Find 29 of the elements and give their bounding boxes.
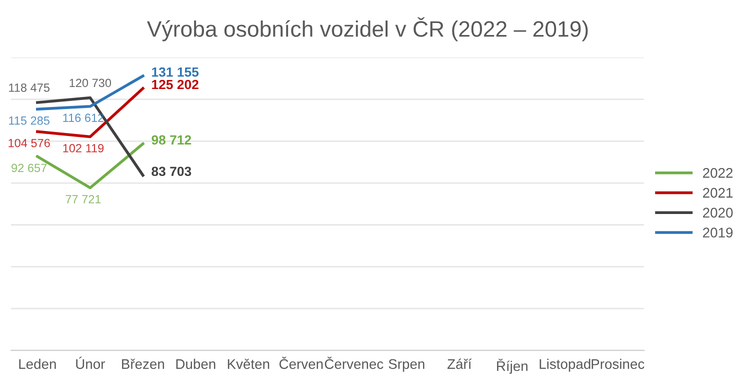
data-label: 120 730: [70, 78, 112, 88]
data-label: 116 612: [63, 114, 104, 122]
data-label: 98 712: [152, 135, 192, 145]
x-tick-label: Prosinec: [592, 358, 644, 369]
x-tick-label: Listopad: [540, 358, 590, 372]
data-label: 102 119: [63, 144, 104, 152]
x-tick-label: Duben: [176, 358, 216, 369]
legend-label: 2019: [703, 228, 733, 238]
legend-label: 2022: [703, 168, 733, 178]
data-label: 104 576: [8, 138, 50, 148]
x-tick-label: Červenec: [324, 356, 384, 369]
data-label: 83 703: [152, 166, 192, 176]
data-label: 77 721: [66, 195, 101, 204]
x-tick-label: Říjen: [497, 358, 528, 374]
x-tick-label: Květen: [228, 358, 270, 369]
legend-label: 2021: [703, 188, 733, 198]
x-tick-label: Leden: [19, 358, 56, 369]
x-tick-label: Únor: [76, 356, 105, 369]
data-label: 115 285: [9, 116, 50, 125]
x-tick-label: Srpen: [388, 359, 424, 372]
chart-title: Výroba osobních vozidel v ČR (2022 – 2019): [146, 17, 588, 42]
legend-label: 2020: [703, 208, 733, 218]
data-label: 125 202: [152, 80, 198, 90]
data-label: 118 475: [9, 83, 50, 92]
x-tick-label: Březen: [122, 358, 164, 369]
data-label: 131 155: [152, 67, 199, 77]
x-tick-label: Červen: [279, 356, 323, 369]
data-label: 92 657: [12, 164, 47, 172]
x-tick-label: Září: [447, 358, 472, 369]
